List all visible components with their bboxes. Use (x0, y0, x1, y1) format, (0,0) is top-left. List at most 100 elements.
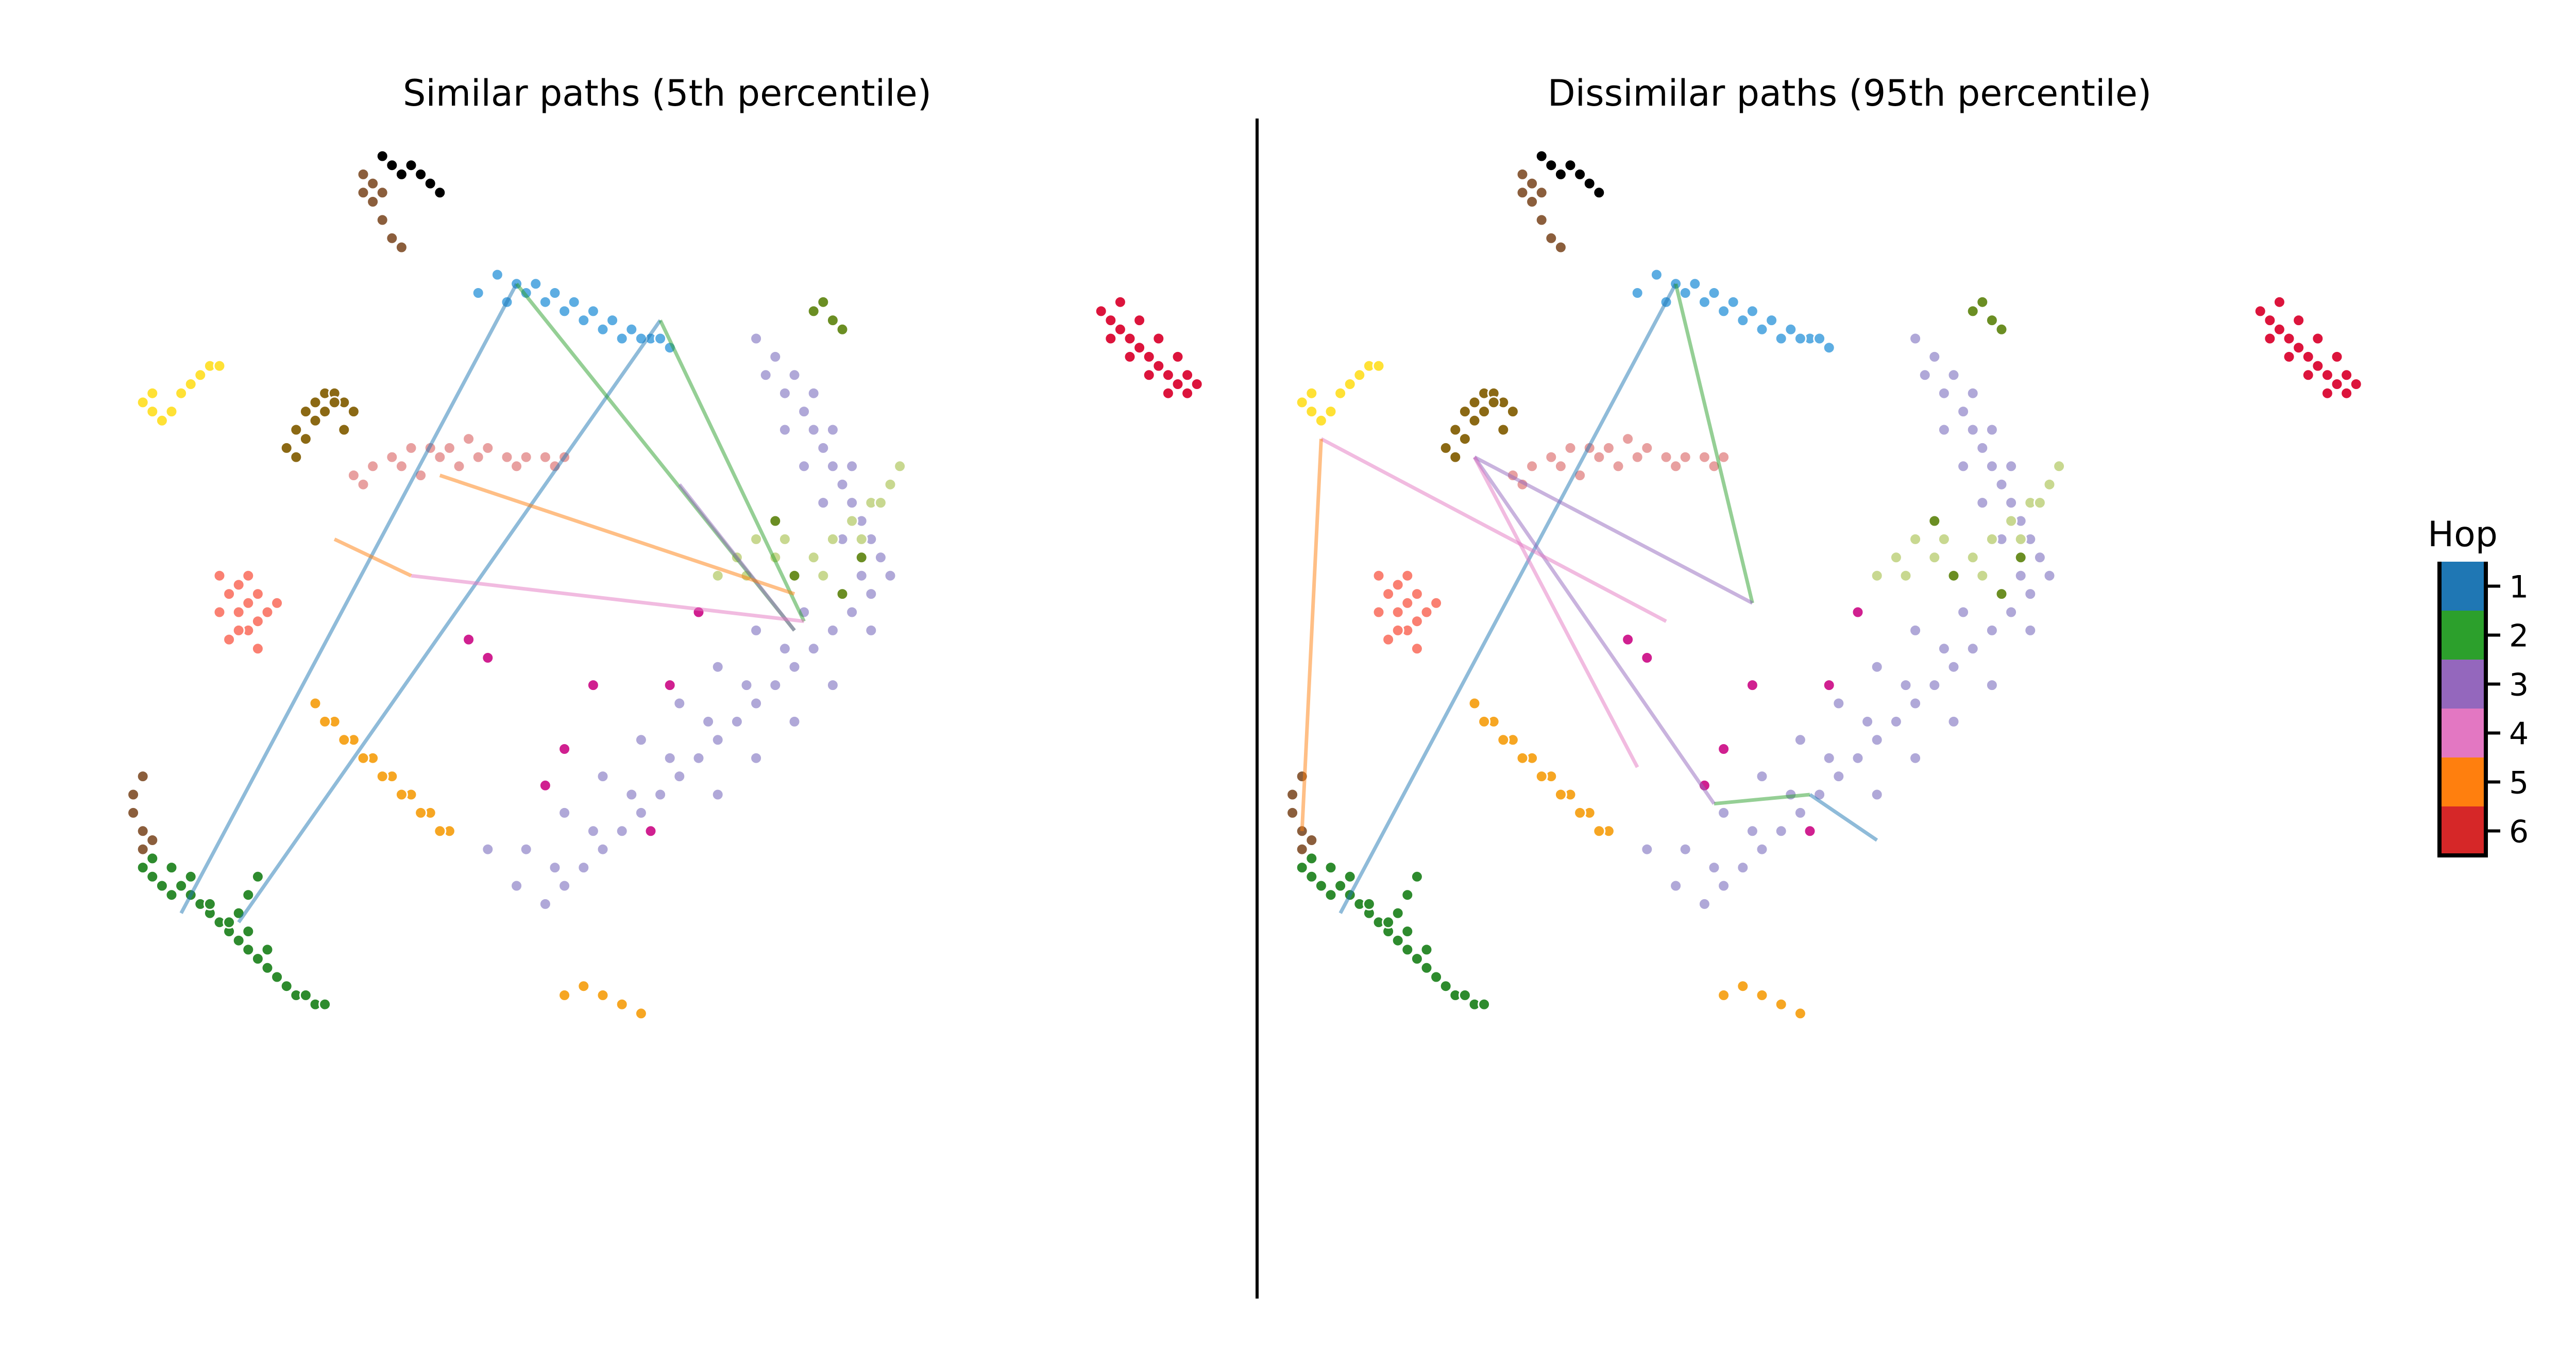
scatter-point (433, 824, 447, 838)
scatter-point (1985, 532, 1998, 546)
scatter-point (1947, 715, 1960, 728)
scatter-point (558, 305, 571, 318)
scatter-point (1928, 514, 1941, 528)
scatter-point (1621, 432, 1635, 446)
scatter-point (788, 368, 801, 382)
scatter-point (884, 569, 897, 582)
scatter-point (261, 605, 274, 619)
scatter-point (2043, 478, 2056, 491)
scatter-point (1382, 633, 1395, 646)
scatter-point (2014, 551, 2027, 564)
scatter-point (357, 167, 370, 181)
scatter-point (280, 441, 293, 454)
scatter-point (836, 478, 849, 491)
path-lines-similar (179, 282, 806, 923)
scatter-point (826, 423, 839, 436)
scatter-point (318, 405, 332, 418)
scatter-point (1104, 332, 1117, 345)
scatter-point (1133, 341, 1146, 355)
scatter-point (1305, 852, 1318, 865)
scatter-point (1889, 715, 1903, 728)
scatter-point (490, 268, 504, 281)
scatter-point (1545, 231, 1558, 245)
scatter-point (270, 970, 284, 984)
panel-dissimilar-paths: Dissimilar paths (95th percentile) (1286, 72, 2363, 1020)
scatter-point (654, 788, 667, 801)
scatter-point (242, 925, 255, 938)
scatter-point (462, 432, 476, 446)
scatter-point (1401, 888, 1414, 902)
scatter-point (884, 478, 897, 491)
scatter-point (1468, 414, 1481, 427)
scatter-point (634, 1007, 648, 1020)
scatter-point (1401, 925, 1414, 938)
scatter-point (2005, 605, 2018, 619)
panel-title-similar: Similar paths (5th percentile) (403, 72, 931, 114)
scatter-point (606, 314, 619, 327)
scatter-point (2301, 350, 2315, 363)
scatter-point (1372, 569, 1385, 582)
scatter-point (1535, 770, 1548, 783)
scatter-point (1669, 879, 1683, 893)
scatter-point (136, 843, 149, 856)
legend-swatch-hop-1 (2439, 562, 2486, 611)
scatter-point (836, 587, 849, 601)
scatter-point (481, 441, 495, 454)
legend-label-hop-4: 4 (2509, 716, 2529, 752)
scatter-point (2292, 341, 2306, 355)
scatter-point (1526, 195, 1539, 208)
scatter-point (1640, 843, 1654, 856)
scatter-point (1497, 423, 1510, 436)
scatter-point (711, 788, 724, 801)
scatter-point (1430, 596, 1443, 610)
scatter-point (127, 788, 140, 801)
scatter-point (1410, 587, 1423, 601)
path-line-hop-3 (1473, 456, 1716, 805)
scatter-point (1793, 806, 1807, 819)
scatter-point (2273, 323, 2286, 336)
scatter-point (711, 569, 724, 582)
scatter-point (1870, 569, 1884, 582)
scatter-point (1966, 386, 1979, 400)
scatter-point (1736, 861, 1750, 874)
scatter-point (1889, 551, 1903, 564)
scatter-point (1161, 386, 1175, 400)
scatter-point (778, 386, 791, 400)
scatter-point (625, 788, 638, 801)
scatter-point (1985, 679, 1998, 692)
scatter-point (1707, 861, 1721, 874)
scatter-point (357, 751, 370, 765)
scatter-point (1976, 441, 1989, 454)
scatter-point (376, 186, 389, 199)
scatter-point (261, 943, 274, 956)
scatter-point (1822, 751, 1836, 765)
scatter-point (1909, 697, 1922, 710)
scatter-point (1123, 332, 1137, 345)
scatter-point (855, 532, 868, 546)
scatter-point (1286, 788, 1299, 801)
scatter-point (155, 879, 168, 893)
scatter-point (817, 569, 830, 582)
scatter-point (299, 432, 312, 446)
scatter-point (1324, 888, 1337, 902)
scatter-point (1334, 879, 1347, 893)
scatter-point (1957, 405, 1970, 418)
scatter-point (2263, 314, 2277, 327)
scatter-point (2311, 359, 2325, 373)
scatter-point (2340, 386, 2353, 400)
scatter-point (357, 478, 370, 491)
scatter-point (2005, 496, 2018, 510)
scatter-point (146, 870, 159, 883)
scatter-point (1688, 277, 1702, 291)
scatter-point (750, 532, 763, 546)
scatter-point (788, 660, 801, 673)
scatter-point (1745, 305, 1759, 318)
scatter-point (1142, 368, 1156, 382)
scatter-point (615, 998, 629, 1011)
scatter-point (270, 596, 284, 610)
scatter-point (788, 715, 801, 728)
hop-legend: Hop 1 2 3 4 5 6 (2428, 514, 2529, 857)
scatter-point (1516, 751, 1529, 765)
scatter-point (1650, 268, 1663, 281)
scatter-point (1745, 824, 1759, 838)
